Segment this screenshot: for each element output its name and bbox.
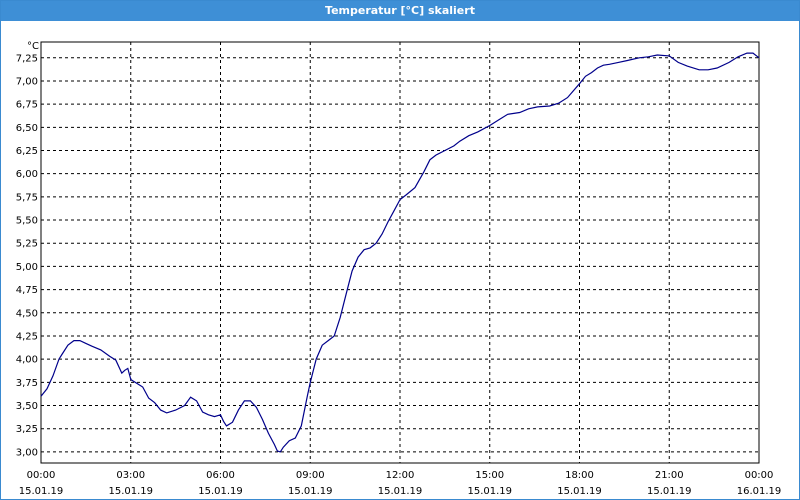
x-tick-date-label: 15.01.19 <box>647 486 692 497</box>
x-tick-date-label: 16.01.19 <box>737 486 782 497</box>
x-tick-time-label: 15:00 <box>475 470 504 481</box>
temperature-series-line <box>40 52 760 453</box>
y-tick-label: 4,25 <box>16 331 38 342</box>
x-tick-time-label: 00:00 <box>745 470 774 481</box>
window-title: Temperatur [°C] skaliert <box>1 1 799 21</box>
y-tick-label: 4,75 <box>16 285 38 296</box>
y-tick-label: 5,50 <box>16 216 38 227</box>
x-tick-time-label: 06:00 <box>206 470 235 481</box>
y-tick-label: 7,00 <box>16 76 38 87</box>
y-tick-label: 6,00 <box>16 169 38 180</box>
x-axis-tick-labels: 00:00 15.01.19 03:00 15.01.19 06:00 15.01.19 0… <box>19 470 782 497</box>
y-tick-label: 5,75 <box>16 192 38 203</box>
x-tick-date-label: 15.01.19 <box>378 486 423 497</box>
y-tick-label: 3,25 <box>16 424 38 435</box>
x-tick-date-label: 15.01.19 <box>557 486 602 497</box>
x-tick-date-label: 15.01.19 <box>198 486 243 497</box>
y-tick-label: 4,50 <box>16 308 38 319</box>
x-tick-time-label: 03:00 <box>116 470 145 481</box>
y-tick-label: 4,00 <box>16 355 38 366</box>
plot-area-frame <box>40 41 760 464</box>
y-tick-label: 7,25 <box>16 53 38 64</box>
x-tick-date-label: 15.01.19 <box>288 486 333 497</box>
x-tick-time-label: 00:00 <box>27 470 56 481</box>
y-tick-label: 5,25 <box>16 239 38 250</box>
x-tick-date-label: 15.01.19 <box>467 486 512 497</box>
x-tick-date-label: 15.01.19 <box>108 486 153 497</box>
y-tick-label: 6,50 <box>16 123 38 134</box>
y-tick-label: 6,75 <box>16 100 38 111</box>
x-tick-date-label: 15.01.19 <box>19 486 64 497</box>
grid-lines <box>41 42 759 463</box>
y-tick-label: 5,00 <box>16 262 38 273</box>
y-axis-tick-labels: 7,25 7,00 6,75 6,50 6,25 6,00 5,75 5,50 5,25 5,00… <box>16 53 38 458</box>
y-axis-unit-label: °C <box>27 41 39 52</box>
x-tick-time-label: 21:00 <box>655 470 684 481</box>
x-tick-time-label: 18:00 <box>565 470 594 481</box>
y-tick-label: 3,00 <box>16 447 38 458</box>
x-tick-time-label: 09:00 <box>296 470 325 481</box>
y-tick-label: 3,75 <box>16 378 38 389</box>
y-tick-label: 6,25 <box>16 146 38 157</box>
x-tick-time-label: 12:00 <box>386 470 415 481</box>
y-tick-label: 3,50 <box>16 401 38 412</box>
